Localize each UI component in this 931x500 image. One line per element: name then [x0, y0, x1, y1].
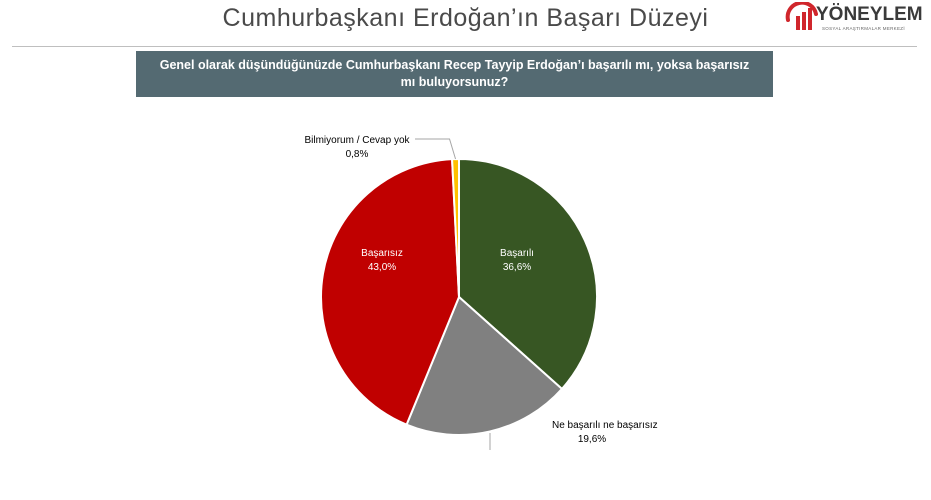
logo-subtitle: SOSYAL ARAŞTIRMALAR MERKEZİ [822, 26, 905, 31]
slice-value-ne-basarili-ne-basarisiz: 19,6% [578, 434, 606, 445]
slice-value-bilmiyorum-cevap-yok: 0,8% [346, 149, 369, 160]
slice-label-bilmiyorum-cevap-yok: Bilmiyorum / Cevap yok [304, 135, 410, 146]
slice-label-basarisiz: Başarısız [361, 248, 403, 259]
title-divider [12, 46, 917, 47]
pie-slice-basarili [458, 157, 598, 391]
pie-slice-basarisiz [319, 158, 461, 426]
page-title: Cumhurbaşkanı Erdoğan’ın Başarı Düzeyi [222, 4, 709, 32]
question-banner: Genel olarak düşündüğünüzde Cumhurbaşkan… [136, 51, 773, 97]
logo: YÖNEYLEM SOSYAL ARAŞTIRMALAR MERKEZİ [784, 2, 924, 42]
slice-label-ne-basarili-ne-basarisiz: Ne başarılı ne başarısız [552, 420, 658, 431]
leader-line-bilmiyorum-cevap-yok [415, 138, 457, 160]
logo-chart-icon [785, 2, 818, 30]
logo-text: YÖNEYLEM [816, 4, 923, 25]
slice-value-basarili: 36,6% [503, 262, 531, 273]
slice-value-basarisiz: 43,0% [368, 262, 396, 273]
question-text: Genel olarak düşündüğünüzde Cumhurbaşkan… [159, 58, 750, 89]
slice-label-basarili: Başarılı [500, 248, 534, 259]
